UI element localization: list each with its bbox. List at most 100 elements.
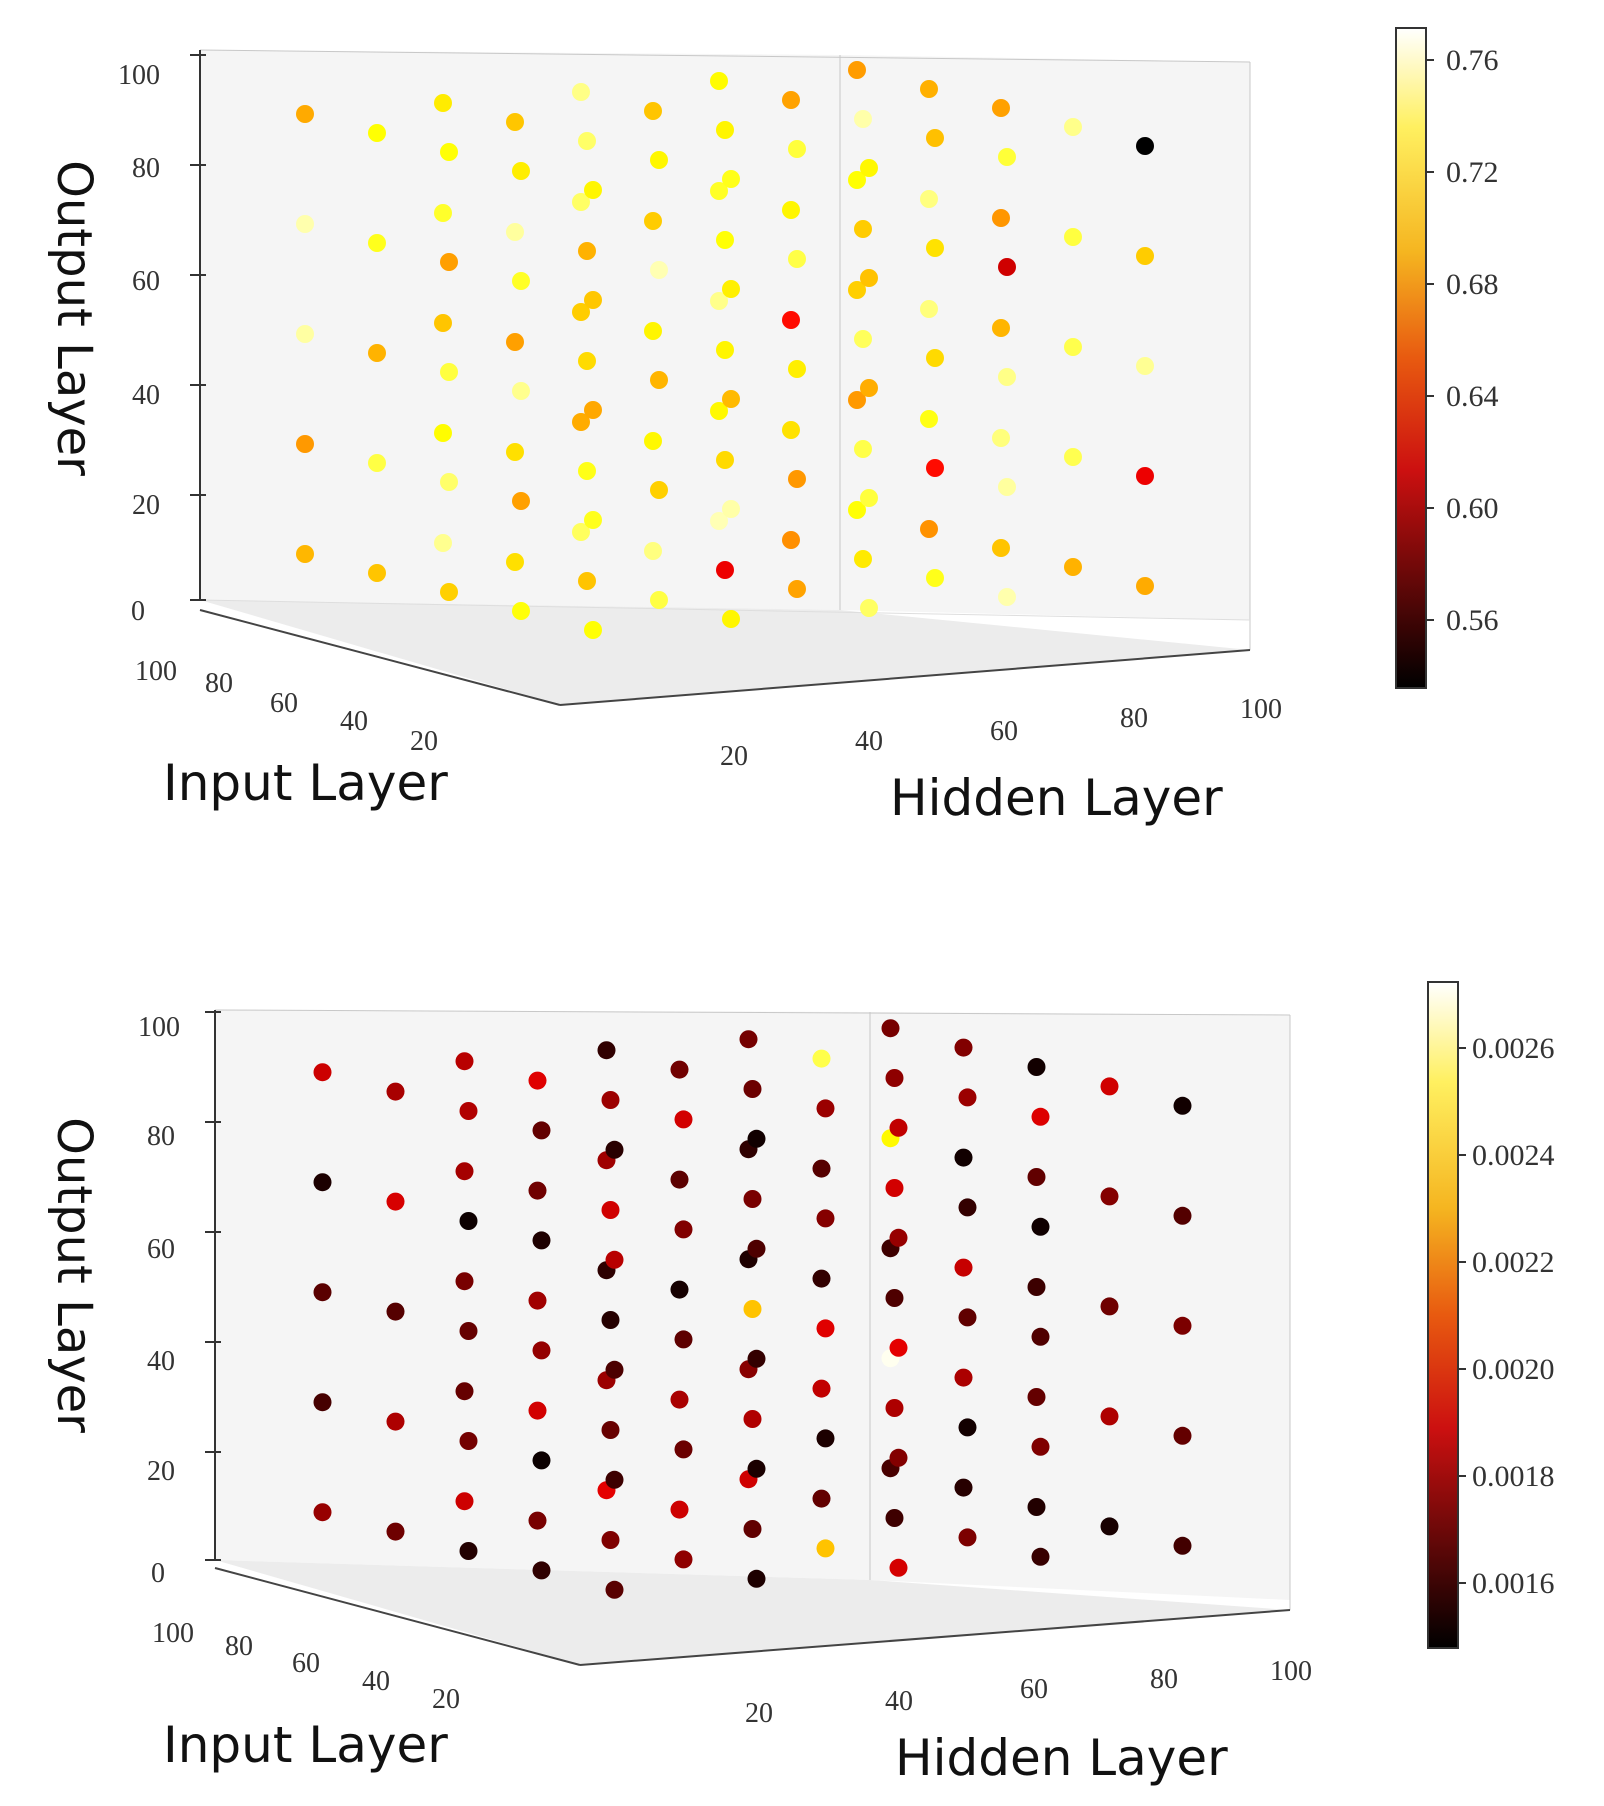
scatter-point: [885, 1069, 904, 1087]
y-tick-labels: 100 80 60 40 20: [135, 656, 438, 757]
scatter-point: [958, 1528, 977, 1547]
floor-plane: [200, 600, 1250, 705]
scatter-point: [816, 1099, 835, 1118]
scatter-point: [296, 435, 314, 453]
scatter-point: [782, 91, 800, 109]
scatter-point: [788, 140, 806, 158]
scatter-point: [512, 492, 530, 510]
scatter-point: [670, 1170, 689, 1189]
scatter-point: [459, 1212, 478, 1230]
scatter-point: [998, 478, 1016, 496]
scatter-point: [674, 1220, 693, 1239]
colorbar-tick-marks: [1426, 59, 1434, 621]
scatter-point: [1064, 228, 1082, 246]
scatter-point: [601, 1311, 620, 1329]
scatter-point: [578, 242, 596, 260]
scatter-point: [958, 1418, 977, 1437]
scatter-point: [722, 170, 740, 188]
scatter-point: [532, 1341, 551, 1360]
scatter-point: [958, 1198, 977, 1217]
scatter-point: [788, 250, 806, 268]
scatter-point: [296, 545, 314, 563]
scatter-point: [313, 1503, 332, 1522]
scatter-point: [743, 1300, 762, 1318]
scatter-point: [710, 72, 728, 90]
scatter-point: [885, 1509, 904, 1527]
scatter-point: [674, 1110, 693, 1129]
scatter-point: [926, 129, 944, 147]
scatter-point: [854, 440, 872, 458]
scatter-point: [716, 451, 734, 469]
scatter-point: [572, 193, 590, 211]
scatter-point: [716, 561, 734, 579]
scatter-point: [860, 599, 878, 617]
z-tick-label: 80: [132, 153, 160, 184]
z-tick-label: 0: [151, 1558, 165, 1589]
scatter-point: [1173, 1316, 1192, 1335]
scatter-point: [1173, 1536, 1192, 1555]
scatter-point: [512, 382, 530, 400]
scatter-point: [572, 303, 590, 321]
scatter-point: [860, 489, 878, 507]
y-tick-label: 40: [340, 706, 368, 737]
scatter-point: [584, 291, 602, 309]
z-tick-marks: [205, 1011, 221, 1561]
x-tick-label: 100: [1270, 1656, 1312, 1687]
scatter-point: [958, 1088, 977, 1107]
scatter-point: [854, 110, 872, 128]
scatter-point: [296, 215, 314, 233]
scatter-point: [992, 99, 1010, 117]
scatter-point: [747, 1129, 766, 1148]
scatter-point: [954, 1368, 973, 1387]
scatter-point: [926, 349, 944, 367]
colorbar-tick-label: 0.56: [1446, 604, 1499, 637]
scatter-point: [644, 102, 662, 120]
scatter-point: [605, 1250, 624, 1269]
colorbar-tick-labels: 0.0026 0.0024 0.0022 0.0020 0.0018 0.001…: [1472, 1032, 1555, 1600]
colorbar-tick-label: 0.0026: [1472, 1032, 1555, 1065]
scatter-point: [743, 1520, 762, 1538]
scatter-point: [782, 421, 800, 439]
box-edge: [199, 49, 1251, 63]
scatter-point: [1064, 338, 1082, 356]
z-axis-title: Output Layer: [46, 1117, 102, 1433]
scatter-point: [296, 325, 314, 343]
scatter-point: [459, 1542, 478, 1560]
scatter-point: [926, 239, 944, 257]
y-tick-label: 80: [225, 1631, 253, 1662]
y-axis-title: Input Layer: [163, 1716, 448, 1774]
z-tick-label: 40: [147, 1346, 175, 1377]
scatter-point: [434, 314, 452, 332]
y-axis-line: [214, 1567, 581, 1666]
scatter-point: [1100, 1077, 1119, 1096]
scatter-point: [572, 413, 590, 431]
scatter-point: [998, 258, 1016, 276]
scatter-point: [958, 1308, 977, 1327]
scatter-point: [998, 588, 1016, 606]
z-tick-label: 80: [147, 1121, 175, 1152]
scatter-point: [1136, 467, 1154, 485]
scatter-point: [998, 368, 1016, 386]
scatter-point: [650, 591, 668, 609]
scatter-point: [584, 621, 602, 639]
scatter-point: [722, 610, 740, 628]
scatter-point: [1173, 1426, 1192, 1445]
colorbar: [1427, 981, 1459, 1649]
chart-panel-accuracy: 100 80 60 40 20 0 100 80 60 40 20 20 40: [46, 27, 1499, 827]
scatter-point: [992, 209, 1010, 227]
scatter-point: [722, 500, 740, 518]
scatter-point: [920, 520, 938, 538]
scatter-point: [386, 1192, 405, 1211]
x-tick-label: 20: [720, 741, 748, 772]
scatter-point: [788, 360, 806, 378]
scatter-point: [747, 1569, 766, 1588]
y-tick-label: 60: [270, 688, 298, 719]
scatter-point: [782, 311, 800, 329]
scatter-point: [670, 1500, 689, 1519]
scatter-point: [670, 1280, 689, 1299]
scatter-point: [816, 1429, 835, 1448]
scatter-point: [854, 220, 872, 238]
x-tick-label: 20: [745, 1698, 773, 1729]
scatter-point: [459, 1322, 478, 1340]
colorbar-tick-label: 0.0024: [1472, 1139, 1555, 1172]
